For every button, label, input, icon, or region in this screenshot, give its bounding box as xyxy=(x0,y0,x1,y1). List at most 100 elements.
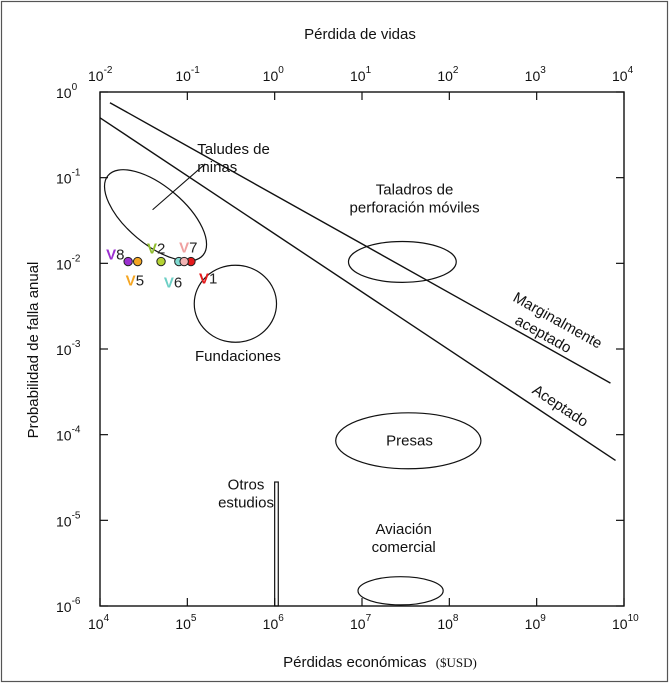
x2-tick-label-base: 10 xyxy=(88,68,104,84)
x2-tick-label-base: 10 xyxy=(350,68,366,84)
x-tick-label-base: 10 xyxy=(612,616,628,632)
y-tick-label-base: 10 xyxy=(56,85,72,101)
x-axis-unit: ($USD) xyxy=(436,655,477,670)
y-tick-label-base: 10 xyxy=(56,256,72,272)
y-tick-label-exponent: -5 xyxy=(72,510,81,521)
point-label-number: 8 xyxy=(116,247,124,264)
point-label-letter: V xyxy=(179,240,189,257)
y-tick-label-exponent: 0 xyxy=(72,82,78,93)
region-label-otros-estudios: estudios xyxy=(218,494,274,511)
y-tick-label: 10-4 xyxy=(56,425,81,444)
point-label-number: 5 xyxy=(136,273,144,290)
point-label-letter: V xyxy=(147,241,157,258)
x2-tick-label: 10-2 xyxy=(88,65,113,84)
y-tick-label-exponent: -2 xyxy=(72,253,81,264)
x-tick-label-base: 10 xyxy=(263,616,279,632)
point-v5 xyxy=(132,256,143,267)
x2-tick-label-base: 10 xyxy=(437,68,453,84)
y-tick-label-base: 10 xyxy=(56,428,72,444)
y-tick-label-exponent: -1 xyxy=(72,168,81,179)
point-label-v5: V5 xyxy=(126,273,144,290)
region-label-presas: Presas xyxy=(386,432,433,449)
point-label-number: 6 xyxy=(174,275,182,292)
region-taladros-de-perforaci-n-m-viles xyxy=(347,240,457,283)
marginal-line xyxy=(109,102,611,384)
region-label-fundaciones: Fundaciones xyxy=(195,348,281,365)
x-tick-label-exponent: 6 xyxy=(278,613,284,624)
point-label-v1: V1 xyxy=(199,271,217,288)
x-tick-label: 106 xyxy=(263,613,285,632)
x-tick-label-base: 10 xyxy=(437,616,453,632)
x2-tick-label-exponent: 2 xyxy=(453,65,459,76)
point-label-v8: V8 xyxy=(106,247,124,264)
y-tick-label-base: 10 xyxy=(56,342,72,358)
x-tick-label-exponent: 4 xyxy=(104,613,110,624)
y-tick-label-base: 10 xyxy=(56,599,72,615)
point-label-v6: V6 xyxy=(164,275,182,292)
point-v2 xyxy=(156,256,166,267)
point-v7 xyxy=(179,256,189,267)
x2-tick-label-base: 10 xyxy=(175,68,191,84)
region-label-otros-estudios: Otros xyxy=(228,476,265,493)
x-tick-label: 108 xyxy=(437,613,459,632)
region-fundaciones xyxy=(193,264,278,343)
x2-tick-label-exponent: 1 xyxy=(366,65,372,76)
region-label-taludes-de-minas: Taludes de xyxy=(197,141,270,158)
x-axis-label: Pérdidas económicas xyxy=(283,654,426,671)
x2-tick-label-base: 10 xyxy=(263,68,279,84)
point-label-number: 7 xyxy=(189,240,197,257)
x-tick-label-base: 10 xyxy=(525,616,541,632)
y-tick-label-base: 10 xyxy=(56,513,72,529)
x-tick-label-exponent: 5 xyxy=(191,613,197,624)
x2-tick-label: 100 xyxy=(263,65,285,84)
point-label-letter: V xyxy=(164,275,174,292)
region-label-taladros-de-perforaci-n-m-viles: perforación móviles xyxy=(350,199,480,216)
region-label-aviaci-n-comercial: comercial xyxy=(372,539,436,556)
x2-tick-label: 101 xyxy=(350,65,372,84)
region-label-taludes-de-minas: minas xyxy=(197,159,237,176)
x-tick-label-exponent: 9 xyxy=(540,613,546,624)
y-tick-label: 10-5 xyxy=(56,510,81,529)
x-tick-label: 107 xyxy=(350,613,372,632)
y-tick-label-exponent: -4 xyxy=(72,425,81,436)
x-tick-label-exponent: 10 xyxy=(628,613,640,624)
region-label-taladros-de-perforaci-n-m-viles: Taladros de xyxy=(376,181,454,198)
x-tick-label: 104 xyxy=(88,613,110,632)
point-label-number: 2 xyxy=(157,241,165,258)
y-axis-title: Probabilidad de falla anual xyxy=(25,262,42,439)
y-tick-label: 10-3 xyxy=(56,339,81,358)
x2-tick-label-exponent: 0 xyxy=(278,65,284,76)
x2-tick-label: 10-1 xyxy=(175,65,200,84)
region-taludes-de-minas xyxy=(103,169,208,262)
region-presas xyxy=(335,412,482,470)
y-tick-label: 100 xyxy=(56,82,78,101)
y-tick-label: 10-1 xyxy=(56,168,81,187)
point-v8 xyxy=(123,256,133,267)
x2-tick-label-exponent: -2 xyxy=(104,65,113,76)
y-tick-label-base: 10 xyxy=(56,171,72,187)
x2-tick-label: 103 xyxy=(525,65,547,84)
point-label-number: 1 xyxy=(209,271,217,288)
region-otros-estudios xyxy=(274,481,279,607)
x-tick-label-exponent: 8 xyxy=(453,613,459,624)
x-tick-label: 109 xyxy=(525,613,547,632)
y-tick-label: 10-2 xyxy=(56,253,81,272)
x2-tick-label-base: 10 xyxy=(525,68,541,84)
point-label-v7: V7 xyxy=(179,240,197,257)
x2-tick-label-base: 10 xyxy=(612,68,628,84)
x2-tick-label-exponent: 3 xyxy=(540,65,546,76)
x-tick-label: 1010 xyxy=(612,613,639,632)
region-label-aviaci-n-comercial: Aviación xyxy=(375,521,431,538)
x2-tick-label-exponent: 4 xyxy=(628,65,634,76)
x-tick-label-base: 10 xyxy=(175,616,191,632)
x-tick-label-base: 10 xyxy=(350,616,366,632)
y-tick-label: 10-6 xyxy=(56,596,81,615)
x2-axis-title: Pérdida de vidas xyxy=(304,26,416,43)
x-tick-label: 105 xyxy=(175,613,197,632)
y-tick-label-exponent: -3 xyxy=(72,339,81,350)
y-tick-label-exponent: -6 xyxy=(72,596,81,607)
region-aviaci-n-comercial xyxy=(357,576,444,606)
point-label-v2: V2 xyxy=(147,241,165,258)
